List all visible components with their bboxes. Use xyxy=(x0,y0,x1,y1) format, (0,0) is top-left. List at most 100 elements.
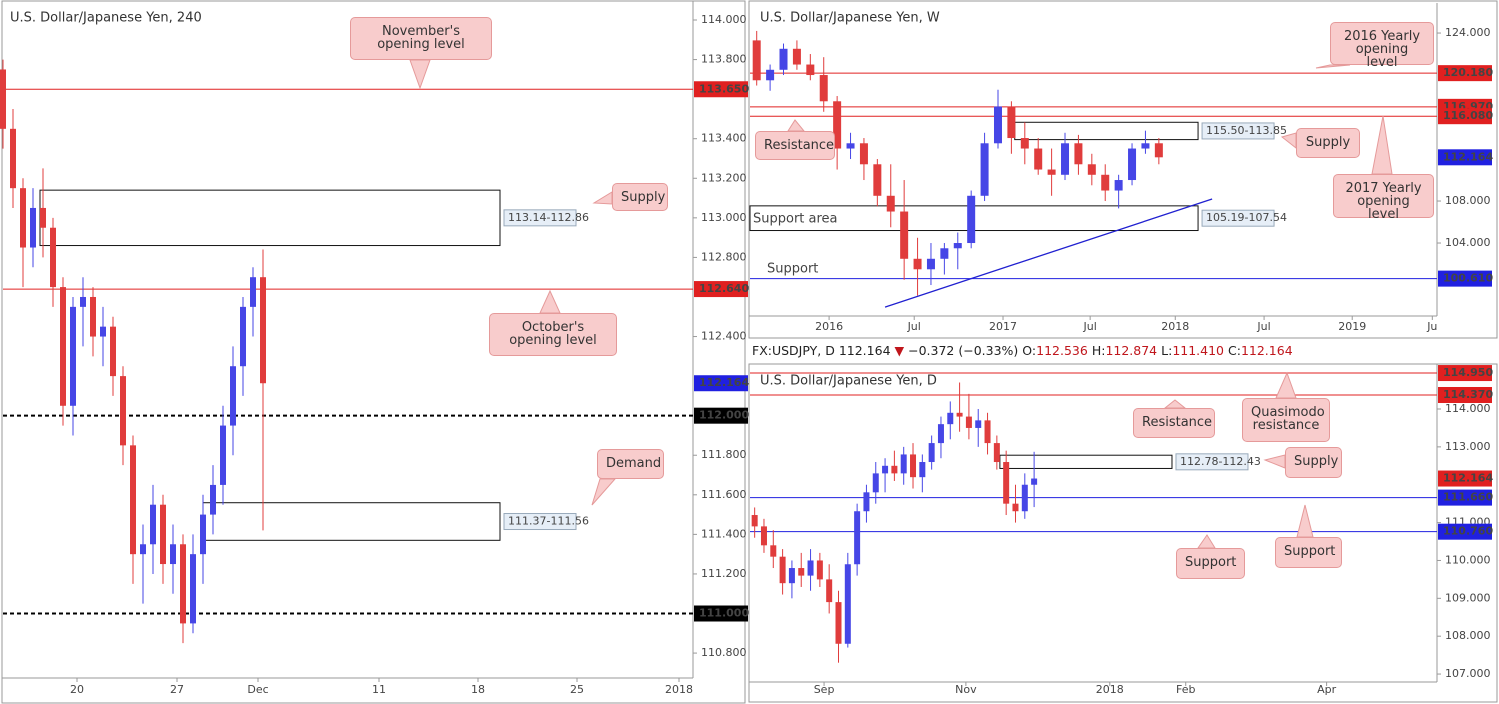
candle-body xyxy=(900,454,907,474)
level-label-box xyxy=(1438,470,1492,487)
callout: Quasimodo resistance xyxy=(1242,398,1330,442)
candle-body xyxy=(953,243,962,249)
x-tick-label: Nov xyxy=(955,683,977,696)
candle-body xyxy=(910,454,917,478)
y-tick-label: 112.800 xyxy=(701,250,747,263)
candle-body xyxy=(854,511,861,565)
candle-body xyxy=(0,69,6,129)
high: 112.874 xyxy=(1105,343,1158,358)
candle-body xyxy=(779,48,788,70)
candle-body xyxy=(863,492,870,512)
candle-body xyxy=(80,296,86,307)
candle-body xyxy=(1114,180,1123,191)
low: 111.410 xyxy=(1172,343,1225,358)
zone-label-box xyxy=(1201,122,1275,140)
candle-body xyxy=(1031,478,1038,485)
callout: 2016 Yearly opening level xyxy=(1330,22,1434,69)
x-tick-label: 2019 xyxy=(1338,320,1366,333)
change: −0.372 (−0.33%) xyxy=(908,343,1019,358)
candle-body xyxy=(1061,143,1070,175)
level-label: 112.640 xyxy=(699,282,749,295)
callout: Demand xyxy=(597,449,664,479)
candle-body xyxy=(1034,148,1043,170)
candle-body xyxy=(919,462,926,478)
symbol: FX:USDJPY, D xyxy=(752,343,835,358)
candle-body xyxy=(751,515,758,527)
level-label: 112.164 xyxy=(1443,150,1493,163)
candle-body xyxy=(1101,174,1110,191)
candle-body xyxy=(770,545,777,557)
candle-body xyxy=(130,445,136,555)
level-label-box xyxy=(1438,523,1492,540)
x-tick-label: 20 xyxy=(70,683,84,696)
candle-body xyxy=(110,326,116,377)
level-label: 114.950 xyxy=(1443,366,1493,379)
candle-body xyxy=(816,560,823,580)
panel-frame xyxy=(1,0,746,704)
candle-body xyxy=(947,412,954,425)
level-label-box xyxy=(1438,108,1492,125)
y-tick-label: 107.000 xyxy=(1445,667,1491,680)
candle-body xyxy=(873,164,882,196)
y-tick-label: 104.000 xyxy=(1445,236,1491,249)
candle-body xyxy=(788,568,795,584)
candle-body xyxy=(1154,143,1163,158)
y-tick-label: 110.000 xyxy=(1445,553,1491,566)
candle-body xyxy=(120,376,126,446)
trendline xyxy=(884,198,1213,308)
candle-body xyxy=(891,465,898,474)
candle-body xyxy=(1007,106,1016,139)
level-label-box xyxy=(1438,149,1492,166)
candle-body xyxy=(826,579,833,603)
candle-body xyxy=(993,443,1000,463)
y-tick-label: 108.000 xyxy=(1445,194,1491,207)
candle-body xyxy=(807,560,814,576)
zone-label-box xyxy=(503,513,577,531)
candle-body xyxy=(250,277,256,307)
ticker-bar: FX:USDJPY, D 112.164 ▼ −0.372 (−0.33%) O… xyxy=(752,343,1293,358)
candle-body xyxy=(230,366,236,426)
y-tick-label: 111.600 xyxy=(701,488,747,501)
y-tick-label: 109.000 xyxy=(1445,591,1491,604)
candle-body xyxy=(975,420,982,428)
callout: Supply xyxy=(1296,128,1360,158)
arrow: ▼ xyxy=(894,343,905,358)
candle-body xyxy=(70,306,76,406)
level-label-box xyxy=(694,375,748,392)
candle-body xyxy=(210,484,216,515)
x-tick-label: Ju xyxy=(1426,320,1437,333)
y-tick-label: 113.200 xyxy=(701,171,747,184)
level-label: 114.370 xyxy=(1443,388,1493,401)
candle-body xyxy=(190,554,196,624)
candle-body xyxy=(993,106,1002,144)
y-tick-label: 111.400 xyxy=(701,527,747,540)
x-tick-label: 27 xyxy=(170,683,184,696)
candle-body xyxy=(200,514,206,555)
candle-body xyxy=(60,287,66,406)
level-label: 111.000 xyxy=(699,607,749,620)
x-tick-label: Jul xyxy=(907,320,921,333)
zone-label-box xyxy=(1201,209,1275,227)
candle-body xyxy=(50,227,56,288)
open: 112.536 xyxy=(1036,343,1088,358)
candle-body xyxy=(140,544,146,555)
chart-title: U.S. Dollar/Japanese Yen, 240 xyxy=(10,11,202,26)
candle-body xyxy=(100,326,106,337)
candle-body xyxy=(20,188,26,248)
y-tick-label: 124.000 xyxy=(1445,26,1491,39)
level-label-box xyxy=(1438,270,1492,287)
open-key: O: xyxy=(1022,343,1037,358)
candle-body xyxy=(792,48,801,65)
chart-note: Support area xyxy=(753,212,838,227)
y-tick-label: 112.400 xyxy=(701,330,747,343)
level-label: 112.000 xyxy=(699,409,749,422)
chart-note: Support xyxy=(767,262,818,277)
y-tick-label: 111.800 xyxy=(701,448,747,461)
y-tick-label: 113.800 xyxy=(701,53,747,66)
candle-body xyxy=(1003,462,1010,504)
low-key: L: xyxy=(1161,343,1173,358)
candle-body xyxy=(859,143,868,165)
level-label: 112.164 xyxy=(699,376,749,389)
